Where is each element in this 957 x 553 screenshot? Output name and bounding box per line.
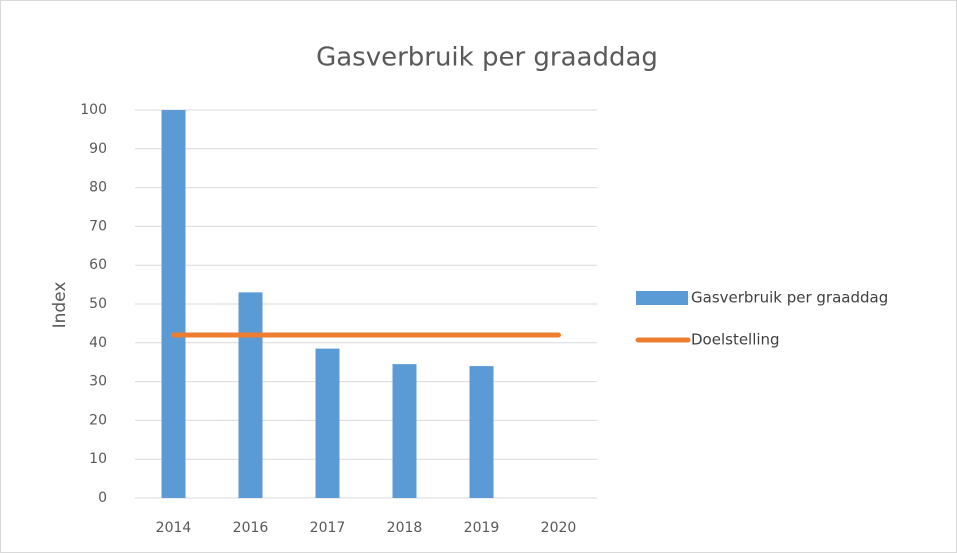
x-tick-label: 2020: [541, 520, 577, 536]
y-tick-label: 40: [89, 335, 107, 351]
y-tick-label: 60: [89, 257, 107, 273]
legend-label: Doelstelling: [691, 331, 780, 349]
bar: [315, 348, 340, 498]
legend-swatch: [636, 291, 688, 305]
bar: [161, 110, 186, 498]
chart-title: Gasverbruik per graaddag: [316, 43, 658, 73]
y-tick-label: 100: [80, 102, 107, 118]
y-tick-label: 90: [89, 141, 107, 157]
bar: [392, 364, 417, 498]
bar: [238, 292, 263, 498]
x-tick-label: 2016: [233, 520, 269, 536]
bar: [469, 366, 494, 498]
y-tick-label: 50: [89, 296, 107, 312]
y-tick-label: 0: [98, 490, 107, 506]
y-tick-label: 10: [89, 451, 107, 467]
x-tick-label: 2014: [156, 520, 192, 536]
legend-label: Gasverbruik per graaddag: [691, 289, 888, 307]
y-tick-label: 20: [89, 412, 107, 428]
y-axis-title: Index: [50, 282, 70, 329]
x-tick-label: 2018: [387, 520, 423, 536]
x-tick-label: 2019: [464, 520, 500, 536]
x-tick-label: 2017: [310, 520, 346, 536]
y-tick-label: 30: [89, 374, 107, 390]
y-tick-label: 80: [89, 180, 107, 196]
y-tick-label: 70: [89, 218, 107, 234]
